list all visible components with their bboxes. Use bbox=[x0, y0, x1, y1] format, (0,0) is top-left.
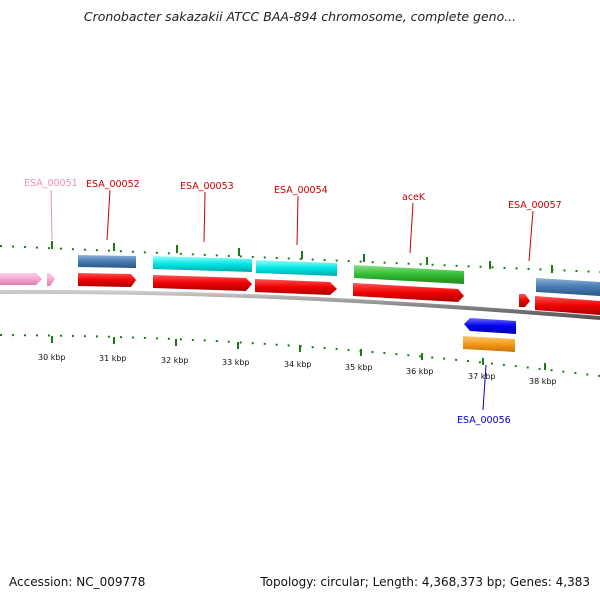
gene-label-esa-00054[interactable]: ESA_00054 bbox=[274, 185, 328, 196]
scale-label: 37 kbp bbox=[468, 372, 496, 381]
leader-esa-00053 bbox=[203, 191, 206, 243]
scale-label: 35 kbp bbox=[345, 363, 373, 372]
gene-label-esa-00053[interactable]: ESA_00053 bbox=[180, 181, 234, 192]
gene-label-acek[interactable]: aceK bbox=[402, 192, 426, 203]
scale-label: 34 kbp bbox=[284, 360, 312, 369]
cds-esa-00057[interactable] bbox=[535, 296, 600, 315]
cds-small-forward[interactable] bbox=[519, 294, 530, 307]
scale-label: 33 kbp bbox=[222, 358, 250, 367]
gene-esa-00053-cyan[interactable] bbox=[153, 256, 252, 272]
cds-track-reverse bbox=[463, 318, 516, 352]
cds-acek[interactable] bbox=[353, 283, 464, 302]
inner-tick-ring bbox=[0, 334, 600, 377]
gene-label-esa-00056[interactable]: ESA_00056 bbox=[457, 415, 511, 426]
leader-esa-00051 bbox=[50, 189, 53, 241]
scale-label: 30 kbp bbox=[38, 353, 66, 362]
gene-esa-00054-cyan[interactable] bbox=[256, 260, 337, 276]
cds-esa-00054[interactable] bbox=[255, 279, 337, 295]
gene-label-esa-00057[interactable]: ESA_00057 bbox=[508, 200, 562, 211]
scale-label: 31 kbp bbox=[99, 354, 127, 363]
outer-major-ticks bbox=[51, 241, 553, 273]
gene-labels: ESA_00051 ESA_00052 ESA_00053 ESA_00054 … bbox=[24, 178, 562, 426]
cds-esa-00056[interactable] bbox=[464, 318, 516, 334]
leader-acek bbox=[409, 202, 414, 254]
cds-track-forward bbox=[78, 273, 600, 315]
genome-summary-text: Topology: circular; Length: 4,368,373 bp… bbox=[260, 575, 590, 589]
gene-acek-green[interactable] bbox=[354, 265, 464, 284]
scale-label: 36 kbp bbox=[406, 367, 434, 376]
inner-major-ticks bbox=[51, 336, 546, 370]
scale-label: 32 kbp bbox=[161, 356, 189, 365]
gene-esa-00056-orange[interactable] bbox=[463, 336, 515, 352]
label-leaders bbox=[50, 189, 534, 411]
accession-text: Accession: NC_009778 bbox=[9, 575, 146, 589]
leader-esa-00052 bbox=[106, 189, 111, 241]
gene-label-esa-00051[interactable]: ESA_00051 bbox=[24, 178, 78, 189]
gene-esa-00052-steelblue[interactable] bbox=[78, 255, 136, 268]
outer-tick-ring bbox=[0, 245, 600, 273]
feature-track-upper bbox=[0, 255, 600, 296]
leader-esa-00057 bbox=[528, 210, 534, 262]
cds-esa-00053[interactable] bbox=[153, 275, 252, 291]
map-title: Cronobacter sakazakii ATCC BAA-894 chrom… bbox=[83, 9, 517, 24]
cds-esa-00052[interactable] bbox=[78, 273, 136, 287]
gene-esa-00057-steelblue[interactable] bbox=[536, 278, 600, 296]
chromosome-backbone bbox=[0, 289, 600, 320]
gene-esa-00051-pink-tail[interactable] bbox=[47, 273, 55, 286]
leader-esa-00056 bbox=[482, 364, 487, 411]
scale-labels: 30 kbp 31 kbp 32 kbp 33 kbp 34 kbp 35 kb… bbox=[38, 353, 557, 386]
scale-label: 38 kbp bbox=[529, 377, 557, 386]
leader-esa-00054 bbox=[296, 195, 299, 246]
gene-esa-00051-pink[interactable] bbox=[0, 273, 42, 285]
gene-label-esa-00052[interactable]: ESA_00052 bbox=[86, 179, 140, 190]
